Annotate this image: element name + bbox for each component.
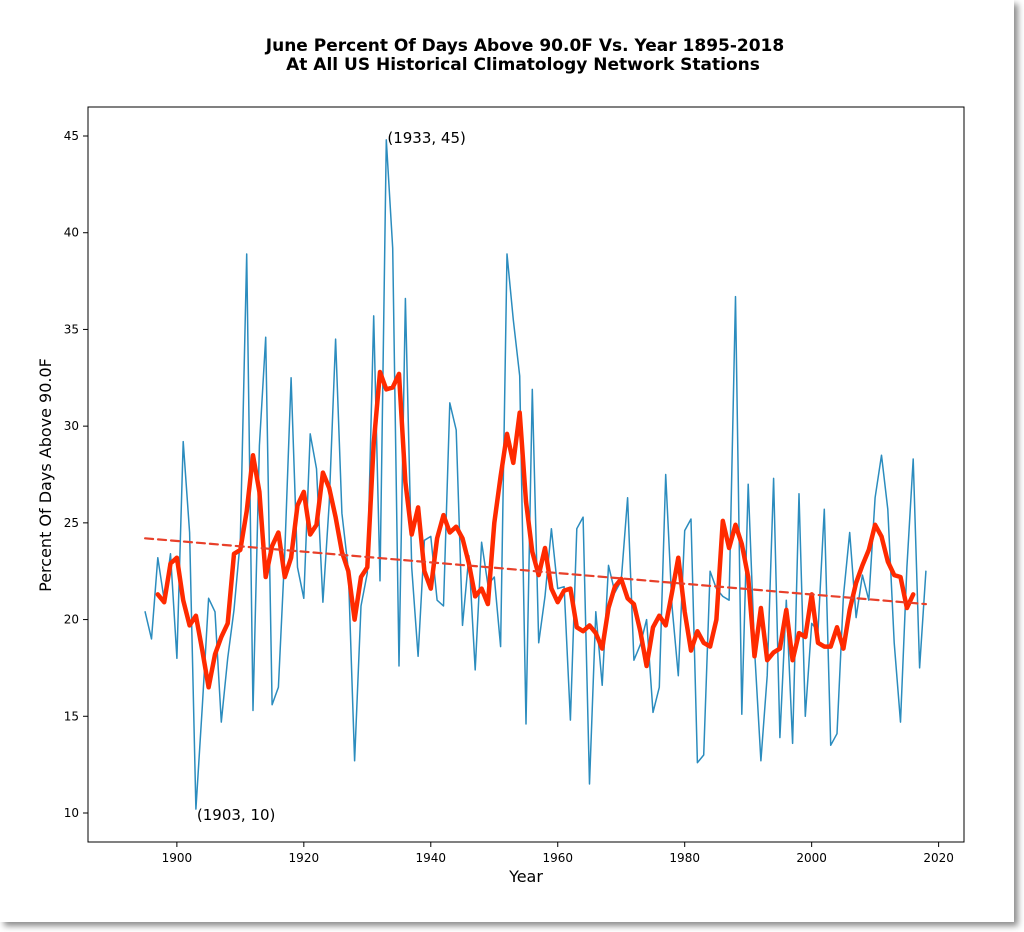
x-tick-label: 1920 bbox=[289, 851, 320, 865]
annotation-layer: (1933, 45) (1903, 10) bbox=[197, 129, 466, 824]
point-annotation: (1903, 10) bbox=[197, 806, 276, 824]
annual-series-line bbox=[144, 139, 927, 810]
x-tick-label: 1900 bbox=[162, 851, 193, 865]
figure-frame: June Percent Of Days Above 90.0F Vs. Yea… bbox=[36, 36, 965, 886]
x-tick-label: 1940 bbox=[416, 851, 447, 865]
x-axis-label: Year bbox=[508, 867, 543, 886]
y-axis: 10 15 20 25 30 35 40 45 bbox=[64, 129, 88, 820]
x-tick-label: 2000 bbox=[796, 851, 827, 865]
series-layer bbox=[144, 139, 928, 810]
x-tick-label: 2020 bbox=[923, 851, 954, 865]
chart-title: June Percent Of Days Above 90.0F Vs. Yea… bbox=[265, 36, 784, 56]
point-annotation: (1933, 45) bbox=[387, 129, 466, 147]
y-axis-label: Percent Of Days Above 90.0F bbox=[36, 358, 55, 592]
y-tick-label: 35 bbox=[64, 322, 79, 336]
x-axis: 1900 1920 1940 1960 1980 2000 2020 bbox=[162, 842, 954, 865]
y-tick-label: 10 bbox=[64, 806, 79, 820]
y-tick-label: 40 bbox=[64, 226, 79, 240]
chart-figure: June Percent Of Days Above 90.0F Vs. Yea… bbox=[36, 36, 965, 886]
trend-line bbox=[144, 537, 928, 606]
y-tick-label: 30 bbox=[64, 419, 79, 433]
y-tick-label: 20 bbox=[64, 613, 79, 627]
y-tick-label: 15 bbox=[64, 709, 79, 723]
chart-subtitle: At All US Historical Climatology Network… bbox=[286, 55, 760, 75]
x-tick-label: 1960 bbox=[542, 851, 573, 865]
smoothed-series-line bbox=[155, 369, 916, 690]
x-tick-label: 1980 bbox=[669, 851, 700, 865]
y-tick-label: 45 bbox=[64, 129, 79, 143]
y-tick-label: 25 bbox=[64, 516, 79, 530]
